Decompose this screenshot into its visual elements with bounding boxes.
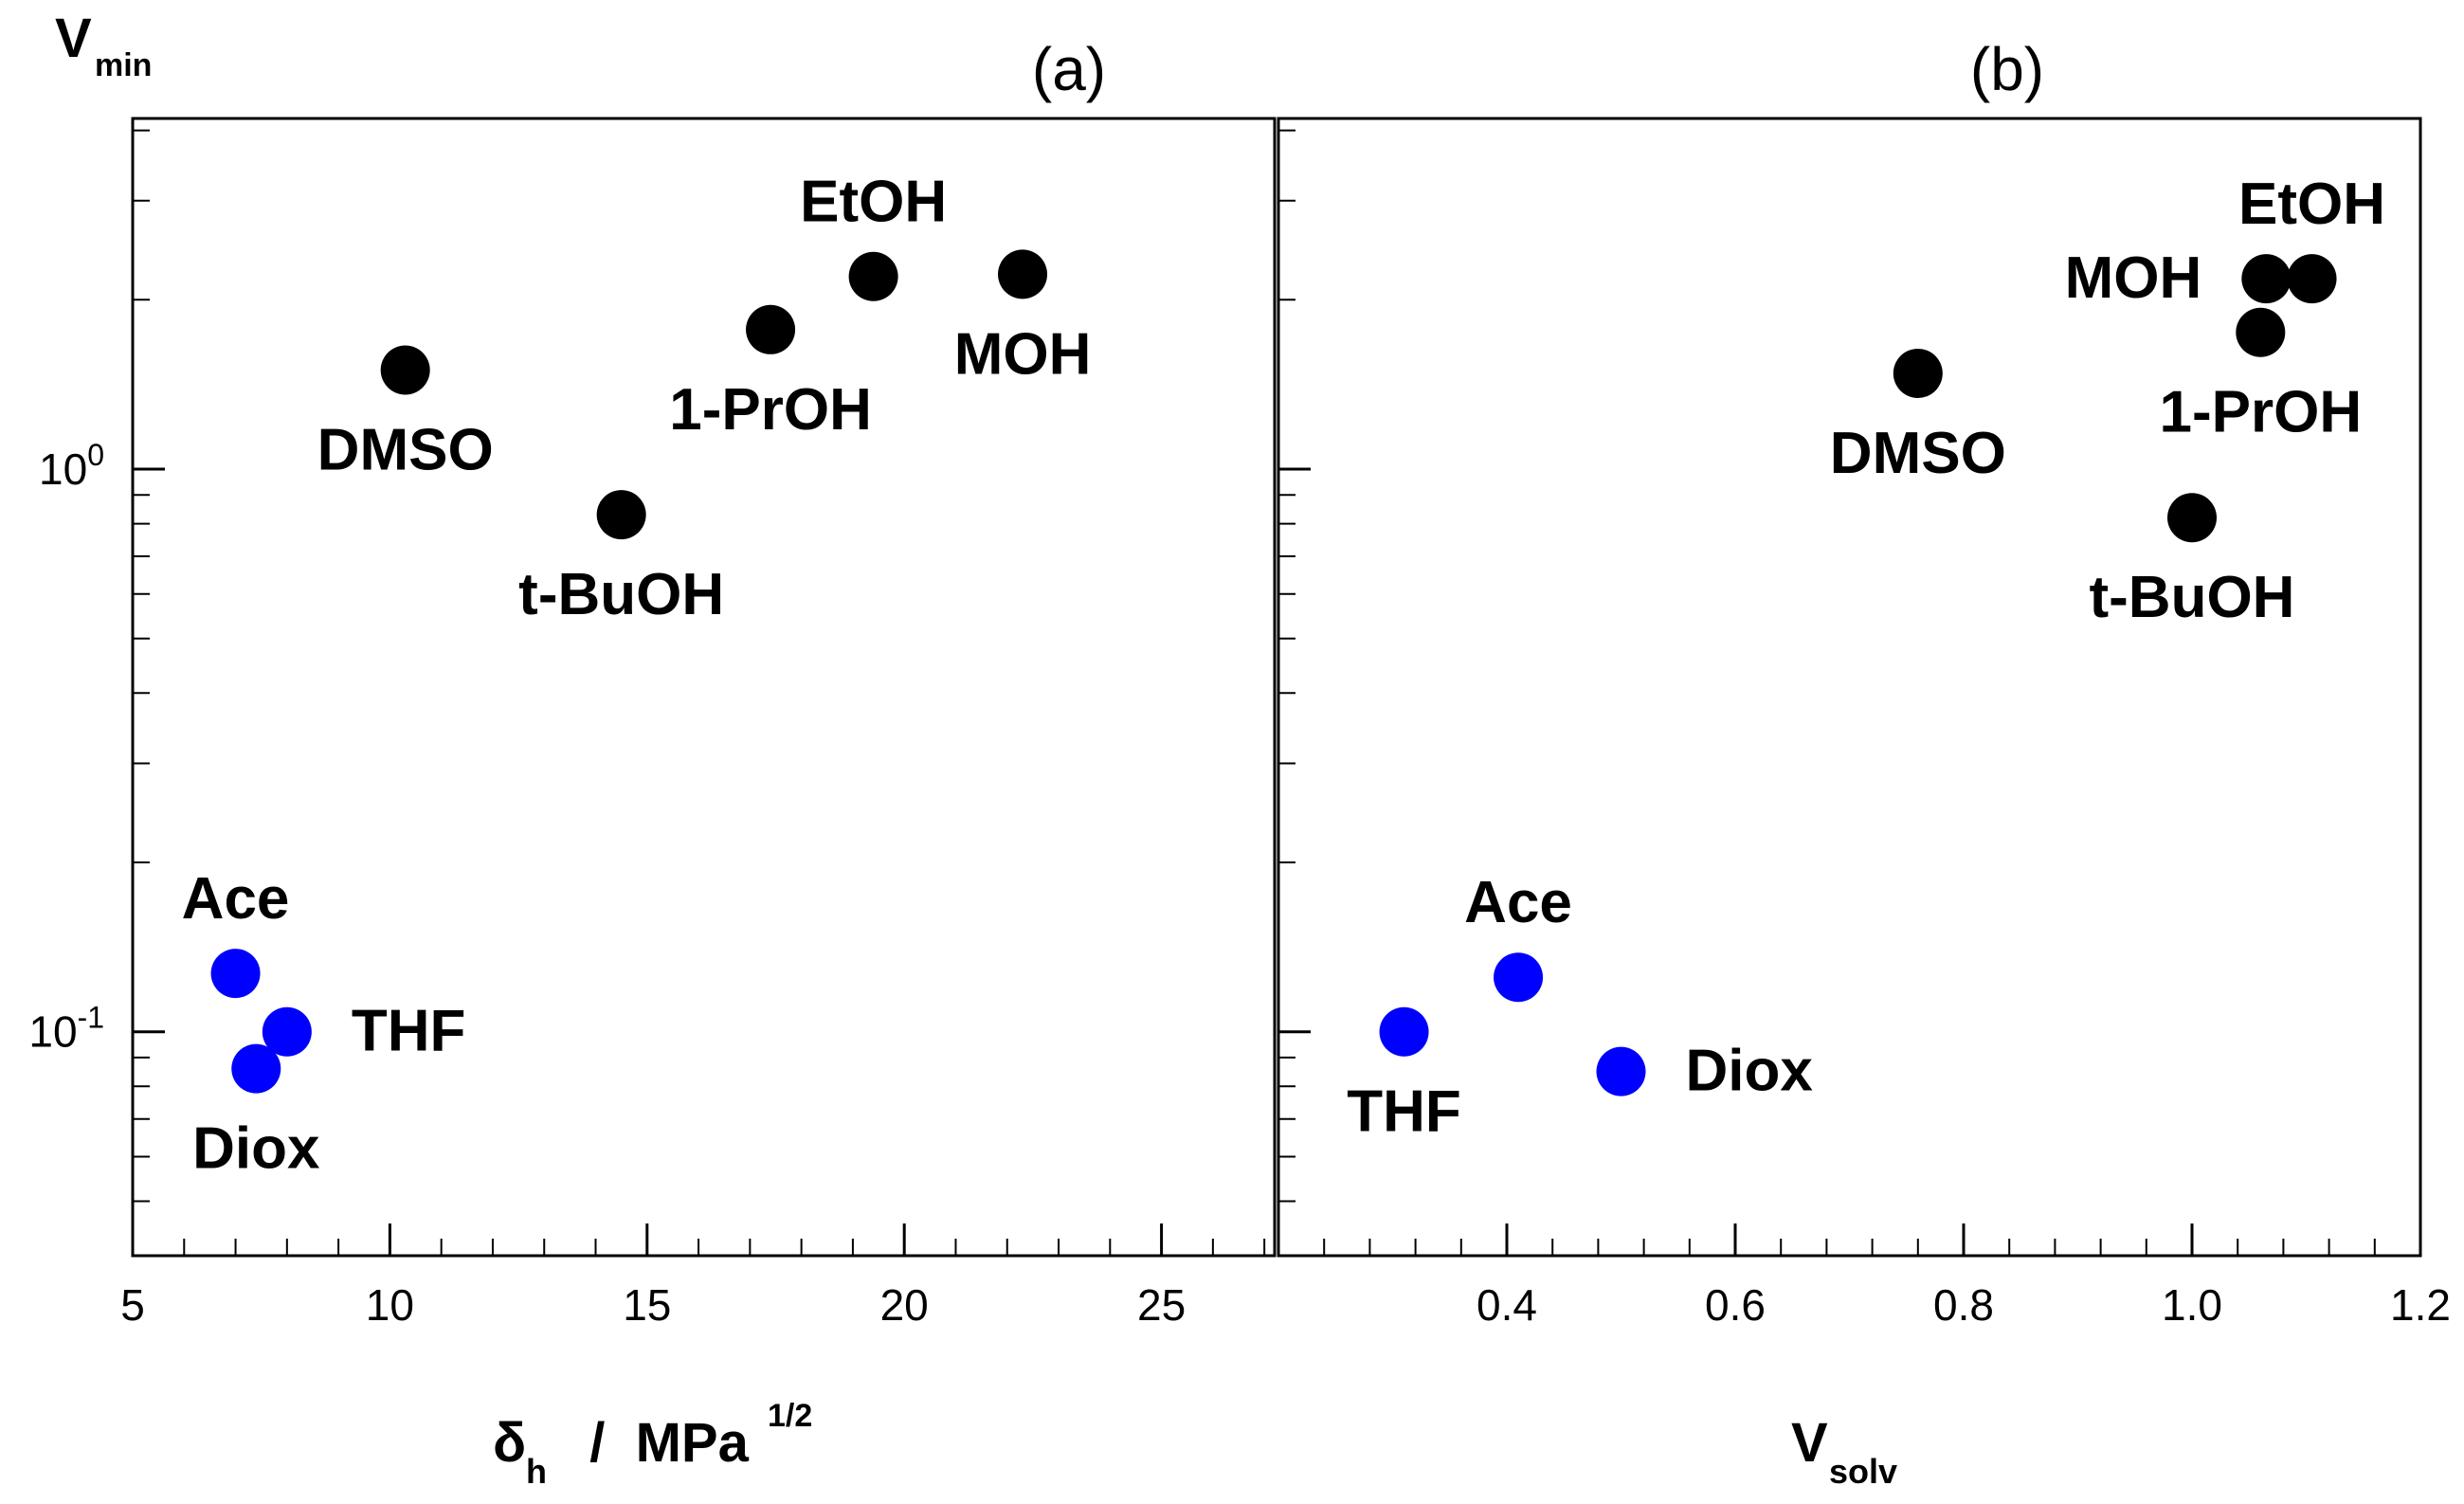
data-label-ace: Ace [182, 866, 290, 932]
data-point-t-buoh [596, 490, 646, 540]
panel-a-x-axis-title: δ h / MPa 1/2 [493, 1398, 812, 1491]
x-tick-label: 0.6 [1705, 1280, 1766, 1330]
panel-b-title: (b) [1970, 35, 2044, 103]
y-tick-label: 10-1 [28, 1001, 104, 1057]
data-point-1-proh [2236, 307, 2286, 357]
data-point-diox [1596, 1046, 1646, 1096]
panel-b-x-axis-title: V solv [1791, 1412, 1897, 1491]
x-tick-label: 15 [623, 1280, 671, 1330]
panel-a-ticks: 5 10 15 20 25 100 10-1 [28, 129, 1266, 1330]
data-label-t-buoh: t-BuOH [518, 562, 724, 627]
panel-a-frame [131, 117, 1277, 1258]
data-point-thf [1379, 1006, 1429, 1057]
panel-a-points: DMSO t-BuOH 1-PrOH EtOH MOH Ace THF Diox [182, 170, 1092, 1182]
x-tick-label: 1.2 [2390, 1280, 2451, 1330]
panel-a-x-title-main: δ [493, 1412, 526, 1474]
x-tick-label: 5 [120, 1280, 145, 1330]
data-point-dmso [1893, 348, 1943, 398]
data-label-diox: Diox [192, 1116, 320, 1182]
data-label-thf: THF [352, 999, 466, 1064]
x-tick-label: 10 [366, 1280, 414, 1330]
panel-b-frame [1277, 117, 2422, 1258]
data-label-1-proh: 1-PrOH [669, 377, 872, 443]
y-axis-title: V min [55, 8, 152, 83]
panel-b-ticks: 0.4 0.6 0.8 1.0 1.2 [1277, 129, 2451, 1330]
data-point-moh [998, 249, 1048, 299]
data-point-ace [1494, 952, 1544, 1003]
y-tick-label: 100 [39, 438, 104, 494]
data-label-thf: THF [1347, 1079, 1461, 1145]
data-label-dmso: DMSO [317, 417, 494, 482]
data-label-etoh: EtOH [800, 170, 947, 235]
data-point-diox [231, 1043, 281, 1094]
x-tick-label: 0.8 [1933, 1280, 1994, 1330]
data-label-etoh: EtOH [2238, 172, 2385, 237]
x-tick-label: 1.0 [2162, 1280, 2222, 1330]
data-point-moh [2241, 254, 2292, 304]
data-point-dmso [380, 345, 430, 395]
panel-a-x-title-unit: / MPa [559, 1412, 750, 1474]
panel-a-x-title-sub: h [526, 1452, 547, 1491]
data-label-moh: MOH [2065, 245, 2202, 311]
panel-b: (b) 0.4 0.6 0.8 1.0 1.2 DMSO t-BuOH 1-PrOH MOH E… [1277, 35, 2451, 1491]
x-tick-label: 25 [1137, 1280, 1186, 1330]
panel-a: (a) 5 10 15 20 25 100 10-1 DMSO t-BuOH 1-PrOH EtO… [28, 35, 1277, 1491]
data-label-dmso: DMSO [1830, 421, 2006, 486]
data-label-1-proh: 1-PrOH [2159, 380, 2362, 445]
data-point-1-proh [746, 304, 796, 354]
panel-a-x-title-sup: 1/2 [768, 1398, 812, 1434]
data-point-etoh [2287, 254, 2337, 304]
panel-b-x-title-sub: solv [1829, 1452, 1897, 1491]
data-label-moh: MOH [954, 321, 1092, 387]
panel-a-title: (a) [1032, 35, 1106, 103]
data-point-etoh [848, 251, 898, 301]
y-axis-title-main: V [55, 8, 92, 69]
panel-b-x-title-main: V [1791, 1412, 1828, 1474]
x-tick-label: 20 [880, 1280, 929, 1330]
data-label-t-buoh: t-BuOH [2090, 565, 2295, 630]
data-label-diox: Diox [1686, 1039, 1814, 1104]
data-point-thf [262, 1006, 312, 1057]
panel-b-points: DMSO t-BuOH 1-PrOH MOH EtOH Ace THF Diox [1347, 172, 2385, 1145]
data-point-t-buoh [2167, 493, 2217, 543]
data-label-ace: Ace [1464, 870, 1572, 935]
data-point-ace [210, 949, 261, 999]
x-tick-label: 0.4 [1477, 1280, 1537, 1330]
y-axis-title-sub: min [95, 47, 152, 83]
